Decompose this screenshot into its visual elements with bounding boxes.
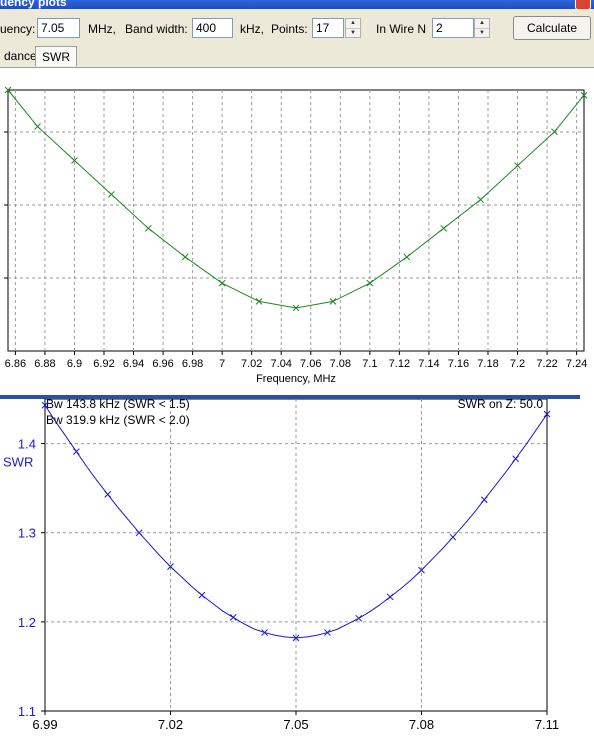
impedance-annotation: SWR on Z: 50.0 — [458, 399, 544, 411]
frequency-input[interactable]: 7.05 — [37, 18, 80, 38]
x-tick-label: 7.2 — [510, 358, 525, 370]
data-point — [512, 455, 519, 463]
wire-input[interactable]: 2 — [432, 18, 474, 38]
calculate-button[interactable]: Calculate — [513, 16, 591, 40]
x-tick-label: 7.04 — [271, 358, 292, 370]
toolbar: uency: 7.05 MHz, Band width: 400 kHz, Po… — [0, 9, 594, 43]
points-label: Points: — [271, 22, 308, 36]
data-point — [580, 91, 588, 99]
x-tick-label: 7.18 — [477, 358, 498, 370]
x-tick-label: 7.24 — [566, 358, 587, 370]
close-icon[interactable] — [575, 0, 591, 9]
x-axis-title: Frequency, MHz — [256, 373, 336, 385]
data-point — [477, 196, 484, 203]
spin-up-icon[interactable]: ▲ — [346, 19, 360, 29]
data-point — [108, 191, 115, 198]
window-titlebar: uency plots — [0, 0, 594, 9]
y-tick-label: 1.1 — [18, 704, 36, 719]
data-point — [73, 448, 80, 455]
tab-impedance[interactable]: dance — [4, 49, 37, 63]
data-point — [255, 298, 263, 305]
data-point — [144, 224, 152, 232]
data-point — [292, 304, 300, 312]
points-stepper[interactable]: ▲ ▼ — [345, 18, 361, 38]
bandwidth-label: Band width: — [125, 22, 188, 36]
wire-label: In Wire N — [376, 22, 427, 36]
data-point — [386, 593, 394, 601]
data-point — [261, 629, 268, 636]
bandwidth-annotation-1: Bw 143.8 kHz (SWR < 1.5) — [46, 399, 190, 411]
x-tick-label: 7.16 — [448, 358, 469, 370]
y-axis-title: SWR — [3, 454, 33, 469]
points-input[interactable]: 17 — [312, 18, 344, 38]
tab-swr[interactable]: SWR — [35, 46, 77, 66]
data-point — [41, 401, 49, 409]
x-tick-label: 7.1 — [362, 358, 377, 370]
x-tick-label: 6.94 — [123, 358, 144, 370]
data-point — [551, 128, 558, 136]
x-tick-label: 7.08 — [330, 358, 351, 370]
spin-down-icon[interactable]: ▼ — [350, 30, 356, 36]
y-tick-label: 1.3 — [18, 526, 36, 541]
data-point — [135, 529, 143, 537]
data-point — [218, 279, 226, 287]
frequency-unit: MHz, — [88, 22, 116, 36]
data-point — [480, 496, 488, 504]
x-tick-label: 6.88 — [34, 358, 55, 370]
x-tick-label: 6.99 — [32, 717, 57, 732]
data-point — [440, 224, 448, 232]
frequency-chart: 6.86 6.88 6.9 6.92 6.94 6.96 6.98 7 7.02 7.04 7.06… — [4, 86, 588, 385]
data-point — [329, 298, 337, 305]
x-tick-label: 7.11 — [535, 717, 559, 732]
x-tick-label: 6.92 — [93, 358, 114, 370]
x-tick-label: 6.96 — [152, 358, 173, 370]
data-point — [229, 614, 237, 621]
bandwidth-unit: kHz, — [240, 22, 264, 36]
data-point — [355, 614, 363, 622]
x-tick-label: 7.08 — [409, 717, 434, 732]
data-point — [4, 86, 12, 94]
data-point — [292, 634, 300, 642]
bandwidth-annotation-2: Bw 319.9 kHz (SWR < 2.0) — [46, 413, 190, 427]
plot-frame — [7, 89, 585, 352]
x-tick-label: 7.02 — [158, 717, 183, 732]
data-point — [34, 123, 41, 130]
data-point — [543, 410, 551, 418]
data-point — [366, 279, 374, 287]
data-point — [418, 566, 425, 574]
data-point — [449, 533, 457, 541]
x-tick-label: 7.22 — [536, 358, 557, 370]
x-tick-label: 6.9 — [67, 358, 82, 370]
y-tick-label: 1.2 — [18, 615, 36, 630]
data-point — [71, 157, 78, 164]
x-tick-label: 7.12 — [389, 358, 410, 370]
tab-strip: dance SWR — [0, 43, 594, 68]
x-tick-label: 7.14 — [418, 358, 439, 370]
frequency-label: uency: — [0, 22, 36, 36]
bandwidth-input[interactable]: 400 — [192, 18, 233, 38]
x-tick-label: 7.02 — [241, 358, 262, 370]
data-point — [181, 253, 189, 261]
spin-down-icon[interactable]: ▼ — [479, 30, 485, 36]
x-tick-label: 7.06 — [300, 358, 321, 370]
x-tick-label: 6.98 — [182, 358, 203, 370]
x-tick-label: 6.86 — [5, 358, 26, 370]
wire-stepper[interactable]: ▲ ▼ — [474, 18, 490, 38]
window-title: uency plots — [0, 0, 67, 9]
panel-divider — [0, 395, 580, 399]
data-point — [403, 253, 411, 261]
data-point — [167, 563, 174, 570]
swr-chart: 1.1 1.2 1.3 1.4 SWR 6.99 7.02 7.05 7.08 7.11 Bw 14… — [3, 399, 559, 732]
spin-up-icon[interactable]: ▲ — [475, 19, 489, 29]
data-point — [198, 591, 206, 599]
data-point — [514, 162, 521, 170]
x-tick-label: 7.05 — [283, 717, 308, 732]
y-tick-label: 1.4 — [18, 437, 36, 452]
data-point — [104, 491, 112, 498]
data-point — [324, 629, 331, 636]
x-tick-label: 7 — [219, 358, 225, 370]
